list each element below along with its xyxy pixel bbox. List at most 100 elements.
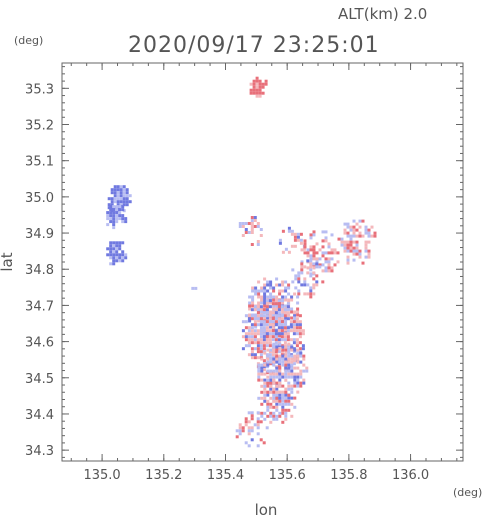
echo-cell (284, 354, 288, 358)
echo-cell (306, 254, 310, 258)
echo-cell (259, 344, 263, 348)
echo-cell (266, 280, 270, 284)
echo-cell (113, 197, 117, 201)
echo-cell (254, 289, 258, 293)
echo-cell (266, 405, 270, 409)
echo-cell (122, 197, 126, 201)
echo-cell (256, 417, 260, 421)
x-axis-title: lon (255, 501, 278, 519)
echo-cell (280, 332, 284, 336)
echo-cell (296, 310, 300, 314)
echo-cell (321, 280, 325, 284)
echo-cell (268, 332, 272, 336)
echo-cell (191, 286, 195, 290)
echo-cell (122, 188, 126, 192)
echo-cell (269, 411, 273, 415)
echo-cell (269, 381, 273, 385)
echo-cell (278, 411, 282, 415)
echo-cell (367, 249, 371, 253)
echo-cell (256, 426, 260, 430)
echo-cell (253, 423, 257, 427)
echo-cell (296, 232, 300, 236)
echo-cell (194, 286, 198, 290)
echo-cell (109, 262, 113, 266)
echo-cell (364, 249, 368, 253)
echo-cell (247, 329, 251, 333)
echo-cell (256, 350, 260, 354)
echo-cell (327, 251, 331, 255)
echo-cell (284, 247, 288, 251)
echo-cell (269, 348, 273, 352)
echo-cell (277, 311, 281, 315)
echo-cell (255, 85, 259, 89)
echo-cell (293, 232, 297, 236)
echo-cell (333, 248, 337, 252)
echo-cell (247, 341, 251, 345)
echo-cell (115, 205, 119, 209)
echo-cell (119, 185, 123, 189)
echo-cell (263, 316, 267, 320)
echo-cell (281, 384, 285, 388)
echo-cell (355, 234, 359, 238)
echo-cell (244, 332, 248, 336)
echo-cell (252, 82, 256, 86)
echo-cell (269, 390, 273, 394)
echo-cell (286, 314, 290, 318)
echo-cell (283, 323, 287, 327)
echo-cell (268, 362, 272, 366)
echo-cell (122, 200, 126, 204)
echo-cell (268, 314, 272, 318)
echo-cell (106, 223, 110, 227)
echo-cell (244, 338, 248, 342)
echo-cell (299, 381, 303, 385)
echo-cell (256, 314, 260, 318)
echo-cell (327, 257, 331, 261)
x-tick-label: 135.4 (207, 468, 244, 483)
echo-cell (312, 262, 316, 266)
echo-cell (287, 226, 291, 230)
echo-cell (346, 222, 350, 226)
echo-cell (302, 363, 306, 367)
echo-cell (266, 399, 270, 403)
echo-cell (260, 357, 264, 361)
echo-cell (287, 402, 291, 406)
echo-cell (253, 323, 257, 327)
echo-cell (250, 314, 254, 318)
echo-cell (259, 317, 263, 321)
echo-cell (252, 85, 256, 89)
echo-cell (125, 203, 129, 207)
echo-cell (269, 396, 273, 400)
echo-cell (274, 323, 278, 327)
echo-cell (296, 357, 300, 361)
echo-cell (256, 344, 260, 348)
echo-cell (287, 342, 291, 346)
echo-cell (355, 252, 359, 256)
echo-cell (352, 258, 356, 262)
y-tick-label: 35.3 (25, 82, 54, 97)
echo-cell (256, 329, 260, 333)
echo-cell (263, 289, 267, 293)
echo-cell (324, 269, 328, 273)
echo-cell (262, 359, 266, 363)
echo-cell (352, 234, 356, 238)
echo-cell (271, 323, 275, 327)
echo-cell (244, 335, 248, 339)
echo-cell (275, 405, 279, 409)
echo-cell (302, 357, 306, 361)
echo-cell (250, 350, 254, 354)
echo-cell (315, 274, 319, 278)
echo-cell (343, 228, 347, 232)
echo-cell (303, 265, 307, 269)
echo-cell (269, 375, 273, 379)
echo-cell (300, 283, 304, 287)
echo-cell (278, 399, 282, 403)
echo-cell (281, 295, 285, 299)
echo-cell (265, 299, 269, 303)
echo-cell (284, 348, 288, 352)
echo-cell (324, 257, 328, 261)
echo-cell (284, 417, 288, 421)
echo-cell (315, 242, 319, 246)
echo-cell (115, 208, 119, 212)
echo-cell (260, 366, 264, 370)
echo-cell (364, 240, 368, 244)
